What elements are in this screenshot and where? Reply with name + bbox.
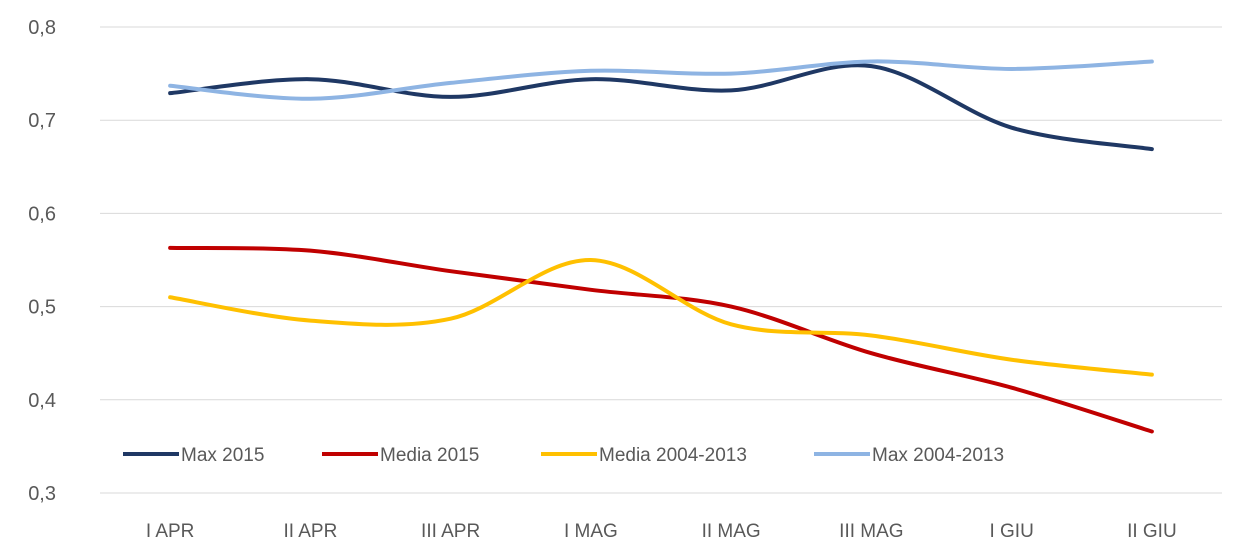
x-tick-label: III APR — [421, 521, 480, 542]
x-tick-label: II APR — [283, 521, 337, 542]
x-tick-label: III MAG — [839, 521, 903, 542]
series-line-max-2015 — [168, 63, 1154, 152]
grid-layer — [100, 26, 1222, 494]
series-line-max-2004-2013 — [168, 59, 1154, 101]
x-axis-ticks: I APR II APR III APR I MAG II MAG III MAG I GI… — [146, 521, 1177, 542]
x-tick-label: I GIU — [989, 521, 1033, 542]
legend-label: Media 2004-2013 — [599, 445, 747, 466]
series-line-media-2004-2013 — [168, 257, 1154, 377]
legend-label: Max 2015 — [181, 445, 264, 466]
y-tick-label: 0,3 — [28, 483, 56, 505]
y-tick-label: 0,8 — [28, 17, 56, 39]
y-tick-label: 0,7 — [28, 110, 56, 132]
x-tick-label: I APR — [146, 521, 195, 542]
x-tick-label: II GIU — [1127, 521, 1177, 542]
legend-label: Max 2004-2013 — [872, 445, 1004, 466]
series-layer — [168, 59, 1154, 434]
x-tick-label: II MAG — [702, 521, 761, 542]
y-axis-ticks: 0,3 0,4 0,5 0,6 0,7 0,8 — [28, 17, 56, 505]
y-tick-label: 0,5 — [28, 297, 56, 319]
series-line-media-2015 — [168, 245, 1154, 434]
legend-label: Media 2015 — [380, 445, 479, 466]
y-tick-label: 0,6 — [28, 203, 56, 225]
x-tick-label: I MAG — [564, 521, 618, 542]
legend: Max 2015 Media 2015 Media 2004-2013 Max 200… — [123, 445, 1004, 466]
y-tick-label: 0,4 — [28, 390, 56, 412]
